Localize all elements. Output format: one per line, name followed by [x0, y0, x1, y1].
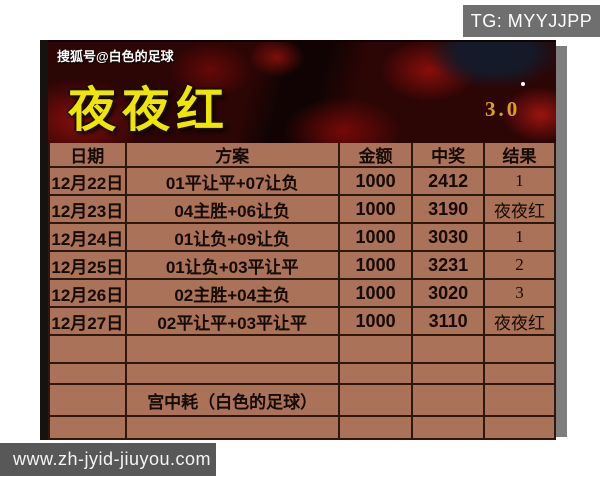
cell-date: 12月26日: [50, 280, 127, 306]
table-empty-row: [50, 336, 554, 364]
banner: 搜狐号@白色的足球 夜夜红 3.0: [48, 40, 556, 143]
cell-date: 12月23日: [50, 196, 127, 222]
cell-win: 3231: [413, 252, 485, 278]
cell-date: 12月22日: [50, 168, 127, 194]
table-empty-row: [50, 417, 554, 438]
cell-win: 3190: [413, 196, 485, 222]
cell-win: 3030: [413, 224, 485, 250]
cell-result: 夜夜红: [493, 313, 545, 333]
cell-win: 2412: [413, 168, 485, 194]
cell-result: 1: [515, 171, 524, 190]
website-badge: www.zh-jyid-jiuyou.com: [0, 443, 216, 476]
cell-amount: 1000: [340, 280, 414, 306]
column-header-plan: 方案: [127, 143, 340, 166]
cell-amount: 1000: [340, 196, 414, 222]
table-note-row: 宫中耗（白色的足球）: [50, 385, 554, 417]
cell-plan: 01平让平+07让负: [127, 168, 340, 194]
cell-date: 12月24日: [50, 224, 127, 250]
cell-date: 12月25日: [50, 252, 127, 278]
table-row: 12月22日 01平让平+07让负 1000 2412 1: [50, 168, 554, 196]
cell-plan: 02平让平+03平让平: [127, 308, 340, 334]
cell-amount: 1000: [340, 224, 414, 250]
left-border-bar: [40, 40, 48, 440]
cell-win: 3020: [413, 280, 485, 306]
table-row: 12月26日 02主胜+04主负 1000 3020 3: [50, 280, 554, 308]
table-row: 12月25日 01让负+03平让平 1000 3231 2: [50, 252, 554, 280]
cell-result: 2: [515, 255, 524, 274]
note-label: 宫中耗（白色的足球）: [127, 385, 340, 415]
cell-plan: 01让负+03平让平: [127, 252, 340, 278]
cell-plan: 04主胜+06让负: [127, 196, 340, 222]
column-header-amount: 金额: [340, 143, 414, 166]
cell-result: 1: [515, 227, 524, 246]
column-header-result: 结果: [502, 147, 537, 166]
cell-date: 12月27日: [50, 308, 127, 334]
cell-amount: 1000: [340, 252, 414, 278]
version-label: 3.0: [485, 97, 521, 121]
channel-label: 搜狐号@白色的足球: [57, 49, 174, 64]
table-header-row: 日期 方案 金额 中奖 结果: [50, 143, 554, 168]
table-row: 12月24日 01让负+09让负 1000 3030 1: [50, 224, 554, 252]
results-table: 日期 方案 金额 中奖 结果 12月22日 01平让平+07让负 1000 24…: [48, 143, 556, 440]
cell-result: 3: [515, 283, 524, 302]
right-shadow-strip: [556, 46, 567, 437]
main-column: 搜狐号@白色的足球 夜夜红 3.0 日期 方案 金额 中奖 结果 12月22日 …: [48, 40, 556, 440]
content-panel: 搜狐号@白色的足球 夜夜红 3.0 日期 方案 金额 中奖 结果 12月22日 …: [40, 40, 556, 440]
page-title: 夜夜红: [68, 84, 231, 137]
column-header-win: 中奖: [413, 143, 485, 166]
cell-plan: 01让负+09让负: [127, 224, 340, 250]
table-empty-row: [50, 364, 554, 385]
column-header-date: 日期: [50, 143, 127, 166]
table-row: 12月27日 02平让平+03平让平 1000 3110 夜夜红: [50, 308, 554, 336]
cell-amount: 1000: [340, 168, 414, 194]
tg-badge: TG: MYYJJPP: [463, 5, 600, 37]
cell-amount: 1000: [340, 308, 414, 334]
table-row: 12月23日 04主胜+06让负 1000 3190 夜夜红: [50, 196, 554, 224]
cell-plan: 02主胜+04主负: [127, 280, 340, 306]
cell-result: 夜夜红: [493, 201, 545, 221]
cell-win: 3110: [413, 308, 485, 334]
white-dot: [521, 82, 525, 86]
